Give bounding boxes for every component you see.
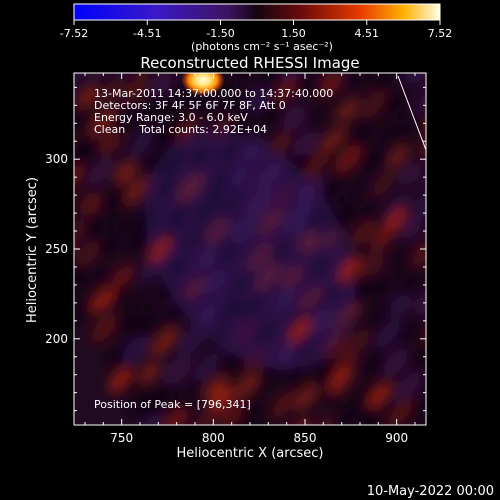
y-tick: 250	[45, 242, 426, 256]
x-tick: 750	[110, 73, 133, 445]
annotation-time: 13-Mar-2011 14:37:00.000 to 14:37:40.000	[94, 87, 333, 100]
x-tick: 800	[202, 73, 225, 445]
limb-line	[397, 75, 426, 151]
colorbar-tick: 4.51	[355, 20, 380, 40]
colorbar-tick: 1.50	[281, 20, 306, 40]
colorbar-tick: -1.50	[206, 20, 235, 40]
y-tick-label: 300	[45, 152, 68, 166]
x-tick: 900	[385, 73, 408, 445]
colorbar-tick-label: -1.50	[206, 27, 234, 40]
y-tick: 300	[45, 152, 426, 166]
y-axis: 200 250 300	[45, 86, 426, 412]
chart-title: Reconstructed RHESSI Image	[140, 54, 359, 72]
x-tick-label: 850	[294, 431, 317, 445]
colorbar-tick: -4.51	[133, 20, 161, 40]
annotation-energy: Energy Range: 3.0 - 6.0 keV	[94, 111, 248, 124]
colorbar-tick-label: -4.51	[133, 27, 161, 40]
x-tick: 850	[294, 73, 317, 445]
x-axis-label: Heliocentric X (arcsec)	[177, 446, 324, 461]
annotation-counts: Clean Total counts: 2.92E+04	[94, 123, 267, 136]
colorbar-tick-label: 4.51	[355, 27, 380, 40]
y-tick: 200	[45, 332, 426, 346]
x-tick-label: 800	[202, 431, 225, 445]
annotation-detectors: Detectors: 3F 4F 5F 6F 7F 8F, Att 0	[94, 99, 286, 112]
peak-position-label: Position of Peak = [796,341]	[94, 398, 251, 411]
colorbar-tick-label: -7.52	[60, 27, 88, 40]
colorbar-tick-label: 7.52	[428, 27, 453, 40]
x-tick-label: 750	[110, 431, 133, 445]
colorbar-tick: 7.52	[428, 20, 453, 40]
y-axis-label: Heliocentric Y (arcsec)	[25, 177, 40, 323]
colorbar-tick: -7.52	[60, 20, 88, 40]
colorbar-tick-label: 1.50	[281, 27, 306, 40]
peak-source	[181, 73, 225, 96]
x-tick-label: 900	[385, 431, 408, 445]
footer-date: 10-May-2022 00:00	[367, 484, 494, 499]
heatmap	[74, 73, 426, 425]
y-tick-label: 200	[45, 332, 68, 346]
x-axis: 750 800 850 900	[84, 73, 416, 445]
colorbar-ticks: -7.52 -4.51 -1.50 1.50 4.51 7.52	[60, 20, 452, 40]
colorbar	[73, 3, 441, 21]
colorbar-unit-label: (photons cm⁻² s⁻¹ asec⁻²)	[191, 40, 333, 53]
y-tick-label: 250	[45, 242, 68, 256]
